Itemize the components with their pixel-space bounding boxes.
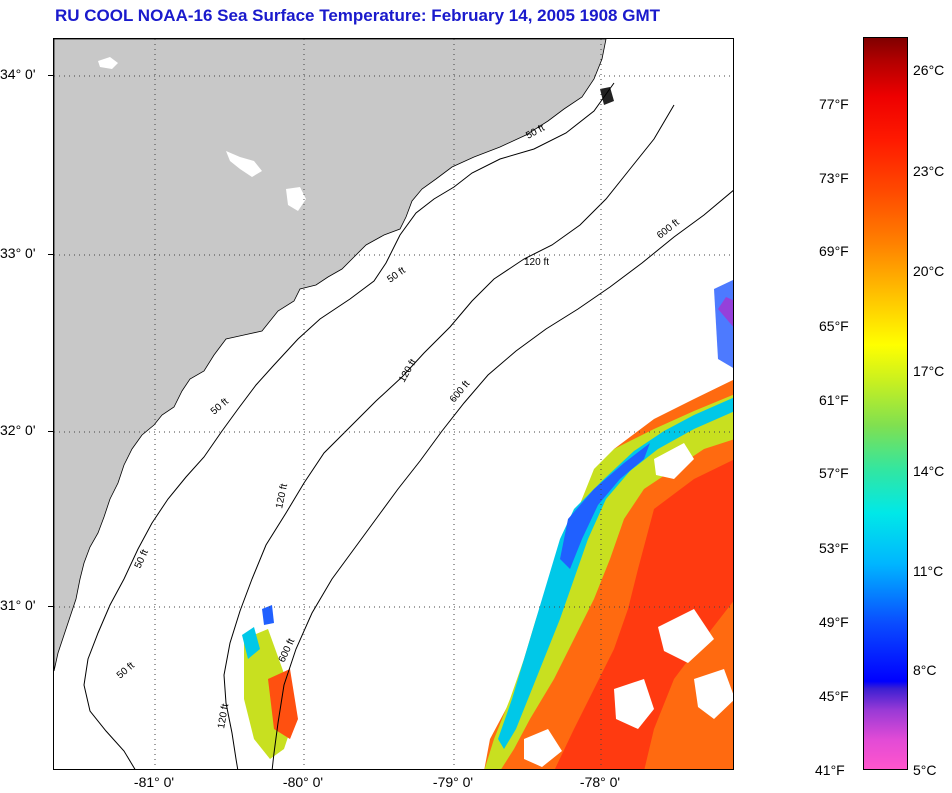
colorbar-f-label: 77°F bbox=[819, 96, 849, 112]
colorbar-f-label: 45°F bbox=[819, 688, 849, 704]
lake-feature bbox=[286, 187, 306, 211]
colorbar-f-label: 41°F bbox=[815, 762, 845, 778]
colorbar-c-label: 20°C bbox=[913, 263, 945, 279]
lat-label-31: 31° 0' bbox=[0, 597, 36, 613]
colorbar-f-label: 49°F bbox=[819, 614, 849, 630]
lon-label-81: -81° 0' bbox=[133, 774, 175, 790]
inlet-feature bbox=[600, 87, 614, 105]
lat-tick bbox=[48, 606, 53, 607]
colorbar-f-label: 57°F bbox=[819, 465, 849, 481]
colorbar-f-label: 61°F bbox=[819, 392, 849, 408]
lat-tick bbox=[48, 254, 53, 255]
lat-tick bbox=[48, 431, 53, 432]
lon-label-79: -79° 0' bbox=[432, 774, 474, 790]
map-title: RU COOL NOAA-16 Sea Surface Temperature:… bbox=[55, 6, 660, 25]
colorbar-f-label: 53°F bbox=[819, 540, 849, 556]
isobath-label-120-d: 120 ft bbox=[216, 703, 231, 730]
colorbar-c-label: 26°C bbox=[913, 62, 945, 78]
isobath-600ft bbox=[271, 190, 733, 769]
lon-label-78: -78° 0' bbox=[579, 774, 621, 790]
isobath-label-120-a: 120 ft bbox=[524, 257, 549, 268]
land-area bbox=[54, 39, 607, 672]
sst-map: 50 ft 50 ft 50 ft 50 ft 50 ft 120 ft 120… bbox=[53, 38, 734, 770]
isobath-contours bbox=[83, 82, 733, 769]
isobath-label-120-c: 120 ft bbox=[274, 483, 290, 510]
lat-label-33: 33° 0' bbox=[0, 245, 36, 261]
colorbar-c-label: 5°C bbox=[913, 762, 937, 778]
lake-feature bbox=[98, 57, 118, 69]
lat-tick bbox=[48, 75, 53, 76]
isobath-50ft bbox=[83, 82, 615, 769]
isobath-120ft bbox=[223, 104, 675, 769]
temperature-colorbar bbox=[863, 37, 908, 770]
lat-label-32: 32° 0' bbox=[0, 422, 36, 438]
colorbar-c-label: 17°C bbox=[913, 363, 945, 379]
lon-label-80: -80° 0' bbox=[282, 774, 324, 790]
colorbar-c-label: 23°C bbox=[913, 163, 945, 179]
colorbar-f-label: 65°F bbox=[819, 318, 849, 334]
map-canvas: 50 ft 50 ft 50 ft 50 ft 50 ft 120 ft 120… bbox=[54, 39, 733, 769]
colorbar-f-label: 73°F bbox=[819, 170, 849, 186]
lat-label-34: 34° 0' bbox=[0, 66, 36, 82]
colorbar-c-label: 11°C bbox=[913, 563, 944, 579]
sst-data-layer bbox=[242, 279, 733, 769]
graticule bbox=[54, 39, 733, 769]
colorbar-f-label: 69°F bbox=[819, 243, 849, 259]
colorbar-c-label: 14°C bbox=[913, 463, 945, 479]
colorbar-c-label: 8°C bbox=[913, 662, 937, 678]
lake-feature bbox=[226, 151, 262, 177]
